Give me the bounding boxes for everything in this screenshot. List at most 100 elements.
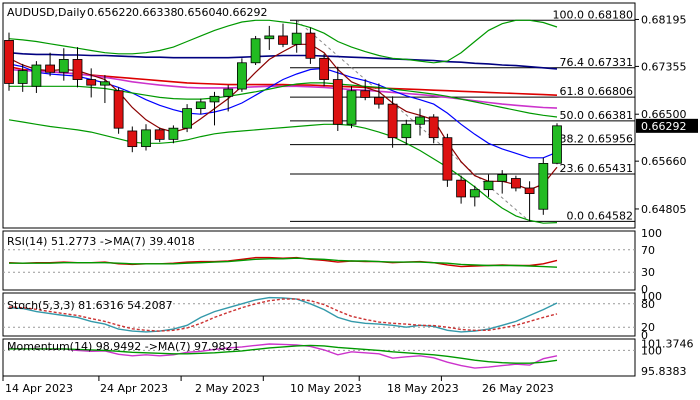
fib-label-23.6: 23.6 0.65431 (560, 162, 633, 175)
candle-body (456, 179, 467, 198)
candle-body (483, 180, 494, 191)
level-label: 80 (641, 298, 655, 311)
candle (278, 23, 288, 48)
candle-body (72, 59, 83, 80)
candle-body (154, 129, 165, 140)
moving-average-1 (8, 65, 558, 96)
candle (291, 20, 302, 53)
level-label: 30 (641, 266, 655, 279)
candle-body (278, 35, 288, 45)
candle-body (113, 90, 124, 129)
momentum-title: Momentum(14) 98.9492 ->MA(7) 97.9821 (7, 340, 240, 353)
candle (360, 79, 371, 101)
rsi-lines: 100 70 30 0 (3, 227, 662, 296)
candle-body (373, 97, 384, 105)
candle (100, 75, 110, 104)
candle-body (442, 137, 453, 181)
candle-body (250, 38, 261, 64)
moving-average-0 (8, 51, 558, 70)
fib-label-61.8: 61.8 0.66806 (560, 85, 633, 98)
fib-label-100.0: 100.0 0.68180 (553, 8, 633, 21)
candle-body (346, 90, 357, 125)
date-label-6: 26 May 2023 (482, 382, 554, 395)
last-price-tag (636, 118, 698, 133)
chart-title: AUDUSD,Daily (7, 6, 86, 19)
level-label: 100 (641, 227, 662, 240)
time-axis: 14 Apr 2023 24 Apr 2023 2 May 2023 10 Ma… (2, 375, 635, 395)
fib-label-76.4: 76.4 0.67331 (560, 56, 633, 69)
candle (182, 104, 193, 133)
candle-body (264, 35, 275, 40)
candle-body (86, 79, 97, 86)
price-axis: 0.68195 0.67355 0.66500 0.65660 0.64805 0.662… (635, 13, 698, 216)
candle (250, 35, 261, 66)
candles (4, 20, 562, 222)
time-ticks (2, 376, 442, 381)
candle (510, 175, 521, 192)
candle (415, 108, 425, 136)
candle-body (360, 90, 371, 98)
candle (45, 52, 55, 77)
candle (223, 85, 234, 112)
level-label: 70 (641, 244, 655, 257)
date-label-1: 14 Apr 2023 (5, 382, 73, 395)
candle-body (195, 101, 206, 110)
indicator-line-1 (9, 344, 558, 364)
price-tick-label: 0.67355 (641, 60, 687, 73)
level-label: 95.8383 (641, 365, 687, 378)
rsi-panel-frame (2, 230, 636, 291)
candle-body (58, 59, 69, 73)
moving-average-7 (8, 119, 558, 224)
moving-average-6 (8, 19, 558, 64)
candle (4, 32, 14, 91)
candle (264, 25, 275, 50)
ohlc-low: 0.65604 (177, 6, 223, 19)
candle (442, 133, 453, 187)
candle (31, 61, 42, 93)
candle (58, 48, 69, 81)
candle-body (415, 116, 425, 125)
candle-body (31, 64, 42, 87)
date-label-3: 2 May 2023 (195, 382, 260, 395)
candle-body (100, 81, 110, 86)
candle (319, 53, 330, 87)
candle (346, 86, 357, 129)
rsi-title: RSI(14) 51.2773 ->MA(7) 39.4018 (7, 235, 195, 248)
candle-body (510, 178, 521, 189)
candle-body (182, 108, 193, 129)
rsi-panel: 100 70 30 0 RSI(14) 51.2773 ->MA(7) 39.4018 (2, 227, 662, 296)
candle (209, 91, 220, 126)
candle-body (4, 40, 14, 84)
candle (86, 68, 97, 98)
candle-body (538, 162, 549, 210)
fib-label-38.2: 38.2 0.65956 (560, 133, 633, 146)
level-label: 100 (641, 344, 662, 357)
ohlc-open: 0.65622 (87, 6, 133, 19)
candle (401, 119, 412, 145)
stoch-panel-frame (2, 292, 636, 337)
level-label: 101.3746 (641, 338, 694, 351)
candle-body (428, 116, 439, 139)
candle-body (291, 32, 302, 45)
price-tick-label: 0.68195 (641, 13, 687, 26)
candle (524, 181, 535, 222)
candle (552, 123, 562, 165)
fib-label-50.0: 50.0 0.66381 (560, 109, 633, 122)
candle (154, 127, 165, 143)
candle (168, 125, 179, 144)
candle (538, 157, 549, 215)
candle (305, 27, 316, 64)
candle-body (497, 174, 508, 182)
candle-body (141, 129, 151, 148)
candle-body (524, 187, 535, 194)
candle-body (401, 123, 412, 139)
date-label-2: 24 Apr 2023 (100, 382, 168, 395)
candle (469, 185, 480, 207)
candle-body (209, 95, 220, 103)
level-label: 100 (641, 290, 662, 303)
candle (483, 174, 494, 197)
price-panel: 100.0 0.68180 76.4 0.67331 61.8 0.66806 50.… (2, 2, 698, 229)
